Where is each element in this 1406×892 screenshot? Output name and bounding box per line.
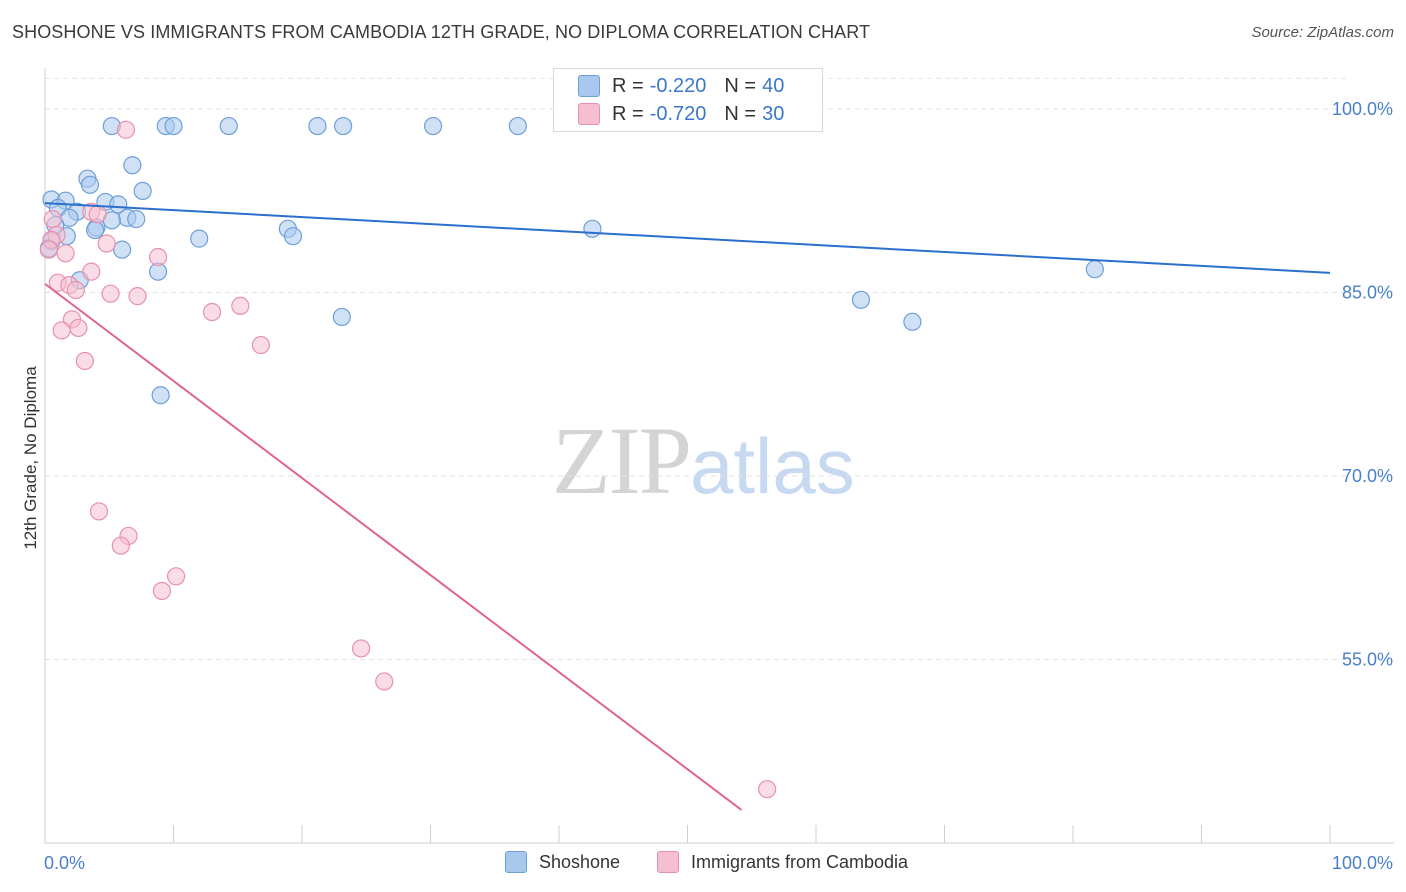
point-cambodia [152, 581, 172, 601]
point-cambodia [202, 302, 222, 322]
point-cambodia [66, 280, 85, 300]
point-cambodia [88, 205, 107, 224]
legend-n-value: 40 [762, 74, 785, 97]
point-shoshone [308, 116, 327, 136]
point-shoshone [109, 195, 128, 214]
trend-line-shoshone [44, 202, 1331, 274]
tick-labels: 55.0% 70.0% 85.0% 100.0% 0.0% 100.0% [44, 99, 1393, 873]
x-tick-label: 100.0% [1332, 853, 1393, 873]
watermark: ZIPatlas [552, 405, 855, 516]
point-cambodia [101, 284, 120, 303]
y-tick-label: 70.0% [1342, 466, 1393, 486]
point-cambodia [56, 244, 75, 263]
point-cambodia [128, 287, 147, 306]
point-cambodia [82, 262, 101, 281]
point-cambodia [251, 335, 270, 355]
point-shoshone [334, 116, 353, 136]
point-shoshone [86, 220, 105, 240]
legend-n-label: N = [724, 74, 757, 97]
legend-label-cambodia: Immigrants from Cambodia [691, 851, 909, 872]
point-shoshone [851, 290, 871, 309]
point-shoshone [133, 181, 152, 201]
point-shoshone [903, 312, 922, 331]
series-cambodia [39, 120, 777, 799]
correlation-legend: R = -0.220 N = 40 R = -0.720 N = 30 [553, 68, 823, 132]
point-shoshone [332, 307, 351, 327]
legend-r-label: R = [612, 74, 644, 97]
point-shoshone [583, 219, 602, 238]
chart-title: SHOSHONE VS IMMIGRANTS FROM CAMBODIA 12T… [12, 22, 871, 42]
point-cambodia [116, 120, 136, 139]
watermark-zip: ZIP [552, 407, 692, 514]
series-shoshone [39, 116, 1104, 405]
point-cambodia [75, 351, 94, 371]
y-tick-label: 100.0% [1332, 99, 1393, 119]
axes [44, 68, 1394, 844]
legend-item-shoshone[interactable]: Shoshone [505, 851, 620, 873]
point-shoshone [508, 116, 527, 136]
gridlines [45, 77, 1350, 660]
legend-r-label: R = [612, 102, 644, 125]
source-label: Source: ZipAtlas.com [1251, 24, 1394, 41]
point-cambodia [758, 780, 777, 799]
y-tick-label: 85.0% [1342, 282, 1393, 302]
point-cambodia [89, 502, 109, 521]
point-cambodia [111, 536, 130, 555]
point-cambodia [375, 672, 394, 691]
legend-n-value: 30 [762, 102, 785, 125]
point-cambodia [97, 234, 116, 253]
point-shoshone [112, 240, 132, 259]
point-shoshone [423, 116, 443, 136]
point-cambodia [39, 240, 58, 259]
point-cambodia [148, 247, 168, 267]
y-tick-label: 55.0% [1342, 649, 1393, 669]
legend-r-value: -0.720 [649, 102, 707, 125]
legend-n-label: N = [724, 102, 757, 125]
point-cambodia [52, 321, 71, 340]
point-shoshone [151, 386, 170, 405]
point-cambodia [43, 209, 62, 229]
point-shoshone [164, 116, 183, 136]
watermark-atlas: atlas [690, 422, 855, 510]
legend-item-cambodia[interactable]: Immigrants from Cambodia [657, 851, 908, 873]
point-cambodia [69, 318, 88, 338]
legend-swatch-cambodia [657, 851, 679, 873]
point-shoshone [80, 175, 100, 194]
point-shoshone [219, 116, 238, 136]
legend-row-cambodia: R = -0.720 N = 30 [578, 102, 784, 126]
data-series [39, 116, 1104, 799]
point-cambodia [166, 567, 186, 586]
legend-label-shoshone: Shoshone [539, 851, 621, 872]
series-legend: Shoshone Immigrants from Cambodia [0, 851, 1406, 877]
point-cambodia [352, 639, 371, 658]
legend-swatch-shoshone [505, 851, 527, 873]
point-shoshone [190, 229, 209, 248]
point-cambodia [231, 296, 250, 316]
trend-line-cambodia [44, 283, 743, 811]
legend-swatch-cambodia [578, 103, 600, 125]
legend-row-shoshone: R = -0.220 N = 40 [578, 74, 784, 98]
point-shoshone [1085, 260, 1104, 279]
point-shoshone [283, 227, 303, 246]
trend-lines [44, 202, 1331, 811]
x-tick-label: 0.0% [44, 853, 85, 873]
legend-swatch-shoshone [578, 75, 600, 97]
point-shoshone [127, 209, 146, 229]
legend-r-value: -0.220 [649, 74, 707, 97]
point-shoshone [123, 156, 142, 175]
